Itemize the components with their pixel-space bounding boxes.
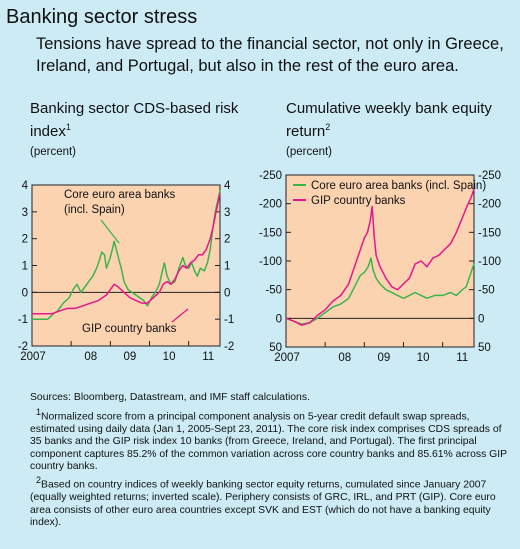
- chart2-y-tick-label-right: 50: [478, 342, 491, 354]
- chart2-legend-label: Core euro area banks (incl. Spain): [311, 180, 486, 192]
- chart1-y-tick-label-left: 3: [22, 207, 28, 219]
- chart1-y-tick-label-right: 1: [224, 261, 230, 273]
- chart2-y-tick-label-left: -50: [265, 285, 282, 297]
- chart1-core-annotation-line: (incl. Spain): [64, 204, 125, 216]
- footnote-2: 2Based on country indices of weekly bank…: [30, 474, 514, 530]
- chart1-x-tick-label: 11: [202, 351, 214, 363]
- chart1-y-tick-label-right: 3: [224, 207, 230, 219]
- chart1-core-annotation-line: Core euro area banks: [64, 189, 175, 201]
- chart2-y-tick-label-left: -250: [259, 170, 282, 182]
- chart2-y-tick-label-right: -50: [478, 285, 495, 297]
- chart1-core-annotation: Core euro area banks (incl. Spain): [64, 189, 175, 216]
- footnote-1-text: Normalized score from a principal compon…: [30, 411, 507, 473]
- chart1-title-footnote: 1: [65, 122, 71, 132]
- chart2-legend-label: GIP country banks: [311, 195, 406, 207]
- chart2-title-text: Cumulative weekly bank equity return: [286, 100, 492, 140]
- chart2-series-gip: [285, 189, 475, 326]
- chart1-gip-annotation-pointer: [171, 308, 189, 323]
- chart1-y-tick-label-left: -1: [18, 314, 28, 326]
- chart1-y-tick-label-right: 4: [224, 180, 231, 192]
- footnote-2-text: Based on country indices of weekly banki…: [30, 479, 496, 529]
- chart1-x-tick-label: 2007: [20, 351, 46, 363]
- chart2-x-tick-label: 09: [378, 352, 391, 364]
- footnote-1: 1Normalized score from a principal compo…: [30, 406, 514, 474]
- chart2-y-tick-label-left: -100: [259, 256, 282, 268]
- chart1-core-annotation-pointer: [100, 219, 120, 244]
- chart2-x-tick-label: 08: [338, 352, 351, 364]
- chart1-y-tick-label-right: -1: [224, 314, 234, 326]
- chart1-y-tick-label-left: 2: [22, 234, 28, 246]
- chart2-y-tick-label-right: -200: [478, 199, 501, 211]
- chart1-y-tick-label-right: -2: [224, 341, 234, 353]
- chart1-y-tick-label-left: 1: [22, 261, 28, 273]
- chart1-unit: (percent): [30, 146, 77, 158]
- chart2-y-tick-label-right: -150: [478, 227, 501, 239]
- chart2-x-tick-label: 11: [456, 352, 468, 364]
- footnote-1-mark: 1: [36, 406, 42, 417]
- chart2-y-tick-label-right: -250: [478, 170, 501, 182]
- chart1-y-tick-label-left: 4: [22, 180, 29, 192]
- page-title: Banking sector stress: [6, 6, 198, 28]
- chart1-series-gip: [32, 192, 221, 315]
- footnote-2-mark: 2: [36, 475, 42, 486]
- chart1-y-tick-label-left: 0: [22, 287, 28, 299]
- chart2-y-tick-label-left: 0: [276, 313, 282, 325]
- chart2-title-footnote: 2: [325, 122, 331, 132]
- chart2-y-tick-label-right: -100: [478, 256, 501, 268]
- page-subtitle: Tensions have spread to the financial se…: [36, 35, 504, 75]
- chart1-x-tick-label: 08: [84, 351, 97, 363]
- chart2-x-tick-label: 2007: [274, 352, 300, 364]
- chart2-y-tick-label-left: -150: [259, 227, 282, 239]
- chart2-x-tick-label: 10: [417, 352, 430, 364]
- chart1-y-tick-label-right: 0: [224, 287, 230, 299]
- footnotes: Sources: Bloomberg, Datastream, and IMF …: [30, 392, 514, 530]
- chart2-title: Cumulative weekly bank equity return2: [286, 100, 501, 141]
- chart2-y-tick-label-left: 50: [269, 342, 282, 354]
- chart2-series-core: [285, 257, 475, 325]
- sources-note: Sources: Bloomberg, Datastream, and IMF …: [30, 392, 310, 403]
- chart1-series-core: [32, 190, 221, 320]
- chart1-cds-risk-index: 2007 08 09 10 11 -2 -1 0 1 2 3 4 -2 -1 0 1 2 3 4 Core euro …: [18, 180, 234, 363]
- chart2-y-tick-label-left: -200: [259, 199, 282, 211]
- chart1-x-tick-label: 10: [163, 351, 176, 363]
- chart2-equity-return: 2007 08 09 10 11 -250 -200 -150 -100 -50 0 50 -250 -2…: [259, 170, 501, 364]
- chart2-unit: (percent): [286, 146, 333, 158]
- chart1-x-tick-label: 09: [124, 351, 137, 363]
- chart1-gip-annotation: GIP country banks: [82, 323, 177, 335]
- chart1-y-tick-label-left: -2: [18, 341, 28, 353]
- chart1-title: Banking sector CDS-based risk index1: [30, 100, 245, 141]
- chart1-title-text: Banking sector CDS-based risk index: [30, 100, 239, 140]
- chart1-y-tick-label-right: 2: [224, 234, 230, 246]
- chart2-y-tick-label-right: 0: [478, 313, 484, 325]
